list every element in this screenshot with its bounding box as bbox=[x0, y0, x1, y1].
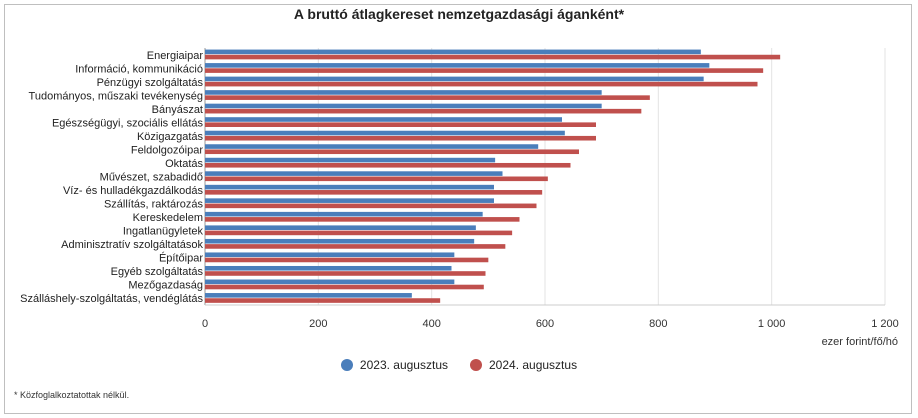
bar-2024 bbox=[205, 54, 781, 60]
bar-2024 bbox=[205, 176, 548, 182]
x-tick-label: 600 bbox=[536, 318, 554, 330]
bar-2024 bbox=[205, 244, 506, 249]
category-label: Víz- és hulladékgazdálkodás bbox=[63, 185, 204, 197]
bar-2024 bbox=[205, 230, 513, 236]
legend-label-2023: 2023. augusztus bbox=[359, 358, 448, 372]
bar-2023 bbox=[205, 184, 494, 190]
category-label: Művészet, szabadidő bbox=[100, 172, 203, 184]
bar-2023 bbox=[205, 252, 455, 258]
category-label: Oktatás bbox=[165, 158, 203, 170]
bar-2023 bbox=[205, 103, 602, 109]
bar-2023 bbox=[205, 211, 483, 217]
bar-2024 bbox=[205, 257, 489, 263]
bar-2023 bbox=[205, 117, 562, 122]
x-axis-title: ezer forint/fő/hó bbox=[822, 336, 898, 348]
bar-2024 bbox=[205, 81, 758, 87]
bar-2023 bbox=[205, 265, 452, 271]
x-tick-label: 400 bbox=[422, 318, 440, 330]
bar-2024 bbox=[205, 217, 520, 222]
bar-2024 bbox=[205, 122, 596, 127]
category-label: Feldolgozóipar bbox=[131, 144, 203, 156]
category-label: Kereskedelem bbox=[133, 212, 203, 224]
bar-2024 bbox=[205, 190, 543, 195]
x-tick-label: 0 bbox=[202, 318, 208, 330]
x-tick-label: 1 000 bbox=[758, 318, 786, 330]
category-label: Mezőgazdaság bbox=[128, 280, 203, 292]
bar-2023 bbox=[205, 144, 539, 149]
bar-2024 bbox=[205, 108, 642, 114]
legend-item-2024[interactable]: 2024. augusztus bbox=[470, 358, 577, 372]
bar-2023 bbox=[205, 238, 475, 244]
bar-2023 bbox=[205, 171, 503, 176]
legend-marker-2024 bbox=[470, 359, 482, 371]
bar-2023 bbox=[205, 130, 565, 136]
bar-2023 bbox=[205, 90, 602, 95]
category-label: Bányászat bbox=[152, 104, 203, 116]
bar-2023 bbox=[205, 49, 701, 55]
category-label: Egészségügyi, szociális ellátás bbox=[52, 117, 204, 129]
category-label: Szállítás, raktározás bbox=[104, 199, 204, 211]
legend-label-2024: 2024. augusztus bbox=[489, 358, 578, 372]
bar-2023 bbox=[205, 63, 710, 68]
bar-2024 bbox=[205, 284, 484, 290]
bar-2024 bbox=[205, 149, 579, 155]
x-tick-label: 200 bbox=[309, 318, 327, 330]
bar-2023 bbox=[205, 157, 496, 163]
bar-2024 bbox=[205, 271, 486, 276]
bar-2024 bbox=[205, 68, 764, 73]
chart-title: A bruttó átlagkereset nemzetgazdasági ág… bbox=[293, 6, 625, 22]
bar-2023 bbox=[205, 198, 494, 203]
bar-2024 bbox=[205, 135, 596, 141]
category-label: Pénzügyi szolgáltatás bbox=[97, 77, 204, 89]
bar-2023 bbox=[205, 76, 704, 82]
category-label: Építőipar bbox=[159, 252, 203, 265]
bar-2023 bbox=[205, 225, 476, 231]
footnote: * Közfoglalkoztatottak nélkül. bbox=[14, 390, 130, 400]
x-tick-label: 800 bbox=[649, 318, 667, 330]
x-tick-label: 1 200 bbox=[871, 318, 899, 330]
category-label: Adminisztratív szolgáltatások bbox=[61, 239, 203, 251]
bar-2024 bbox=[205, 298, 441, 303]
category-label: Információ, kommunikáció bbox=[75, 63, 203, 75]
bar-2024 bbox=[205, 162, 571, 168]
legend-item-2023[interactable]: 2023. augusztus bbox=[340, 358, 448, 372]
category-label: Egyéb szolgáltatás bbox=[111, 266, 204, 278]
bar-2023 bbox=[205, 293, 412, 298]
bar-2023 bbox=[205, 279, 455, 285]
category-label: Közigazgatás bbox=[137, 131, 204, 143]
bar-2024 bbox=[205, 203, 537, 209]
bar-2024 bbox=[205, 95, 650, 100]
category-label: Tudományos, műszaki tevékenység bbox=[29, 90, 203, 102]
category-label: Ingatlanügyletek bbox=[123, 226, 204, 238]
legend: 2023. augusztus 2024. augusztus bbox=[0, 358, 918, 372]
category-label: Szálláshely-szolgáltatás, vendéglátás bbox=[20, 293, 203, 305]
legend-marker-2023 bbox=[340, 359, 353, 371]
category-label: Energiaipar bbox=[147, 50, 204, 62]
